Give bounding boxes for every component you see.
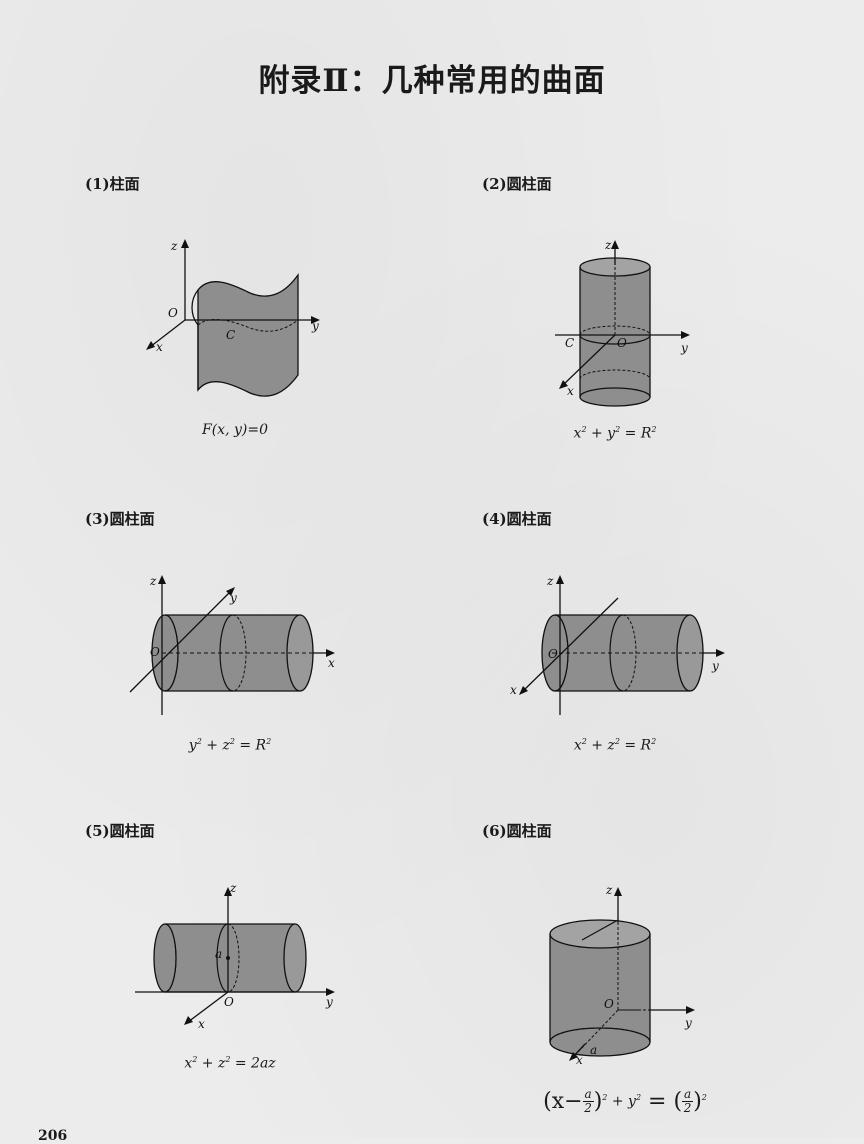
- fig1-y-label: y: [311, 319, 319, 333]
- figure-3-caption: (3)圆柱面: [85, 510, 155, 528]
- fig4-x-label: x: [510, 683, 517, 697]
- fig3-x-label: x: [328, 656, 335, 670]
- fig6-a-label: a: [590, 1043, 597, 1057]
- figure-4-caption: (4)圆柱面: [482, 510, 552, 528]
- figure-3-formula: y2 + z2 = R2: [188, 737, 272, 754]
- figure-5-diagram: z y x O a: [135, 882, 335, 1031]
- figure-5-formula: x2 + z2 = 2az: [184, 1055, 276, 1072]
- fig6-origin-label: O: [604, 997, 614, 1011]
- fig6-z-label: z: [605, 883, 613, 897]
- fig4-z-label: z: [546, 574, 554, 588]
- figure-2-diagram: z y x O C: [555, 238, 690, 407]
- figure-6-caption: (6)圆柱面: [482, 822, 552, 840]
- figure-5-caption: (5)圆柱面: [85, 822, 155, 840]
- fig1-x-label: x: [156, 340, 163, 354]
- figure-4-formula: x2 + z2 = R2: [573, 737, 657, 754]
- figure-2-caption: (2)圆柱面: [482, 175, 552, 193]
- fig2-origin-label: O: [617, 336, 627, 350]
- fig1-z-label: z: [170, 239, 178, 253]
- fig5-z-label: z: [229, 882, 237, 895]
- fig6-y-label: y: [684, 1016, 692, 1030]
- fig1-curve-label: C: [226, 328, 235, 342]
- figure-1-diagram: z y x O C: [146, 239, 320, 397]
- fig3-origin-label: O: [150, 645, 160, 659]
- fig4-origin-label: O: [548, 647, 558, 661]
- fig5-a-label: a: [215, 947, 222, 961]
- figure-6-diagram: z y x O a: [549, 883, 695, 1067]
- page-number: 206: [38, 1128, 68, 1144]
- fig5-y-label: y: [325, 995, 333, 1009]
- fig2-x-label: x: [567, 384, 574, 398]
- figure-3-diagram: z y x O: [129, 574, 335, 715]
- fig3-z-label: z: [149, 574, 157, 588]
- fig1-origin-label: O: [168, 306, 178, 320]
- figure-1-formula: F(x, y)=0: [202, 422, 268, 438]
- fig4-y-label: y: [711, 659, 719, 673]
- fig5-x-label: x: [198, 1017, 205, 1031]
- fig3-y-label: y: [229, 591, 237, 605]
- page-title: 附录Ⅱ：几种常用的曲面: [258, 63, 606, 99]
- figure-4-diagram: z y x O: [510, 574, 725, 715]
- fig6-x-label: x: [576, 1053, 583, 1067]
- fig2-y-label: y: [680, 341, 688, 355]
- figure-1-caption: (1)柱面: [85, 175, 140, 193]
- figure-6-formula: (x− a 2)2 + y2 = (a 2)2: [543, 1087, 707, 1115]
- fig2-curve-label: C: [565, 336, 574, 350]
- fig2-z-label: z: [604, 238, 612, 252]
- figure-2-formula: x2 + y2 = R2: [573, 425, 657, 442]
- fig5-origin-label: O: [224, 995, 234, 1009]
